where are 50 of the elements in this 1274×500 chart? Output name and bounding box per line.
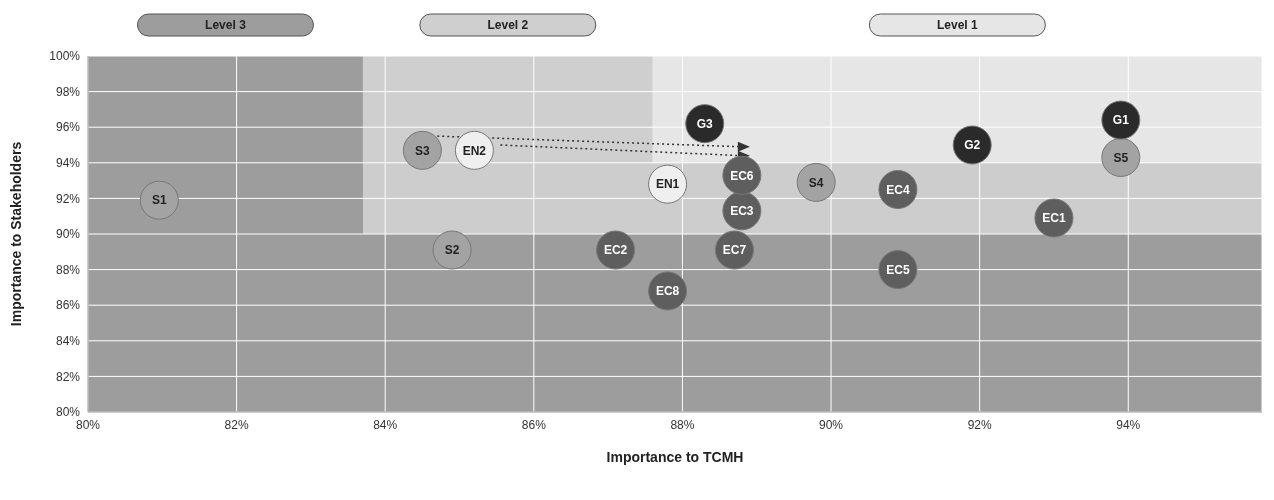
band-label: Level 1 [937,18,979,32]
point [1101,100,1141,140]
series-label: S5 [1113,150,1129,165]
point [432,230,472,270]
x-tick-label: 90% [819,417,844,432]
series-label: S3 [415,143,431,158]
band-label: Level 2 [487,18,529,32]
x-tick-label: 84% [373,417,398,432]
series-label: EC7 [722,243,747,258]
x-tick-label: 86% [521,417,547,432]
series-label: EN2 [462,143,487,158]
y-tick-label: 90% [55,227,81,242]
y-tick-label: 100% [49,49,81,64]
series-label: EC3 [730,204,754,219]
series-label: S1 [151,193,167,208]
y-axis-title: Importance to Stakeholders [7,141,24,327]
series-label: EC1 [1042,211,1066,226]
series-label: EC6 [730,168,754,183]
point [139,180,179,220]
y-tick-label: 88% [55,262,81,277]
series-label: G1 [1112,113,1130,128]
x-tick-label: 92% [967,417,992,432]
y-tick-label: 96% [55,120,81,135]
band-label: Level 3 [205,18,247,32]
y-tick-label: 94% [55,156,81,171]
y-tick-label: 92% [55,191,81,206]
y-tick-label: 80% [55,405,81,420]
series-label: EN1 [655,177,680,192]
series-label: EC2 [603,243,628,258]
point [796,162,836,202]
point [952,125,992,165]
point [402,130,442,170]
x-tick-label: 82% [224,417,249,432]
y-tick-label: 84% [55,334,81,349]
series-label: EC5 [886,262,910,277]
y-tick-label: 98% [55,84,81,99]
series-label: S2 [444,243,460,258]
x-tick-label: 94% [1116,417,1141,432]
series-label: G3 [696,116,714,131]
series-label: G2 [964,138,981,153]
x-tick-label: 88% [670,417,695,432]
series-label: S4 [808,175,824,190]
x-axis-title: Importance to TCMH [606,449,744,465]
point [685,104,725,144]
x-tick-label: 80% [75,417,101,432]
point [1101,137,1141,177]
series-label: EC8 [655,284,680,299]
y-tick-label: 86% [55,298,81,313]
y-tick-label: 82% [55,369,81,384]
series-label: EC4 [886,182,910,197]
